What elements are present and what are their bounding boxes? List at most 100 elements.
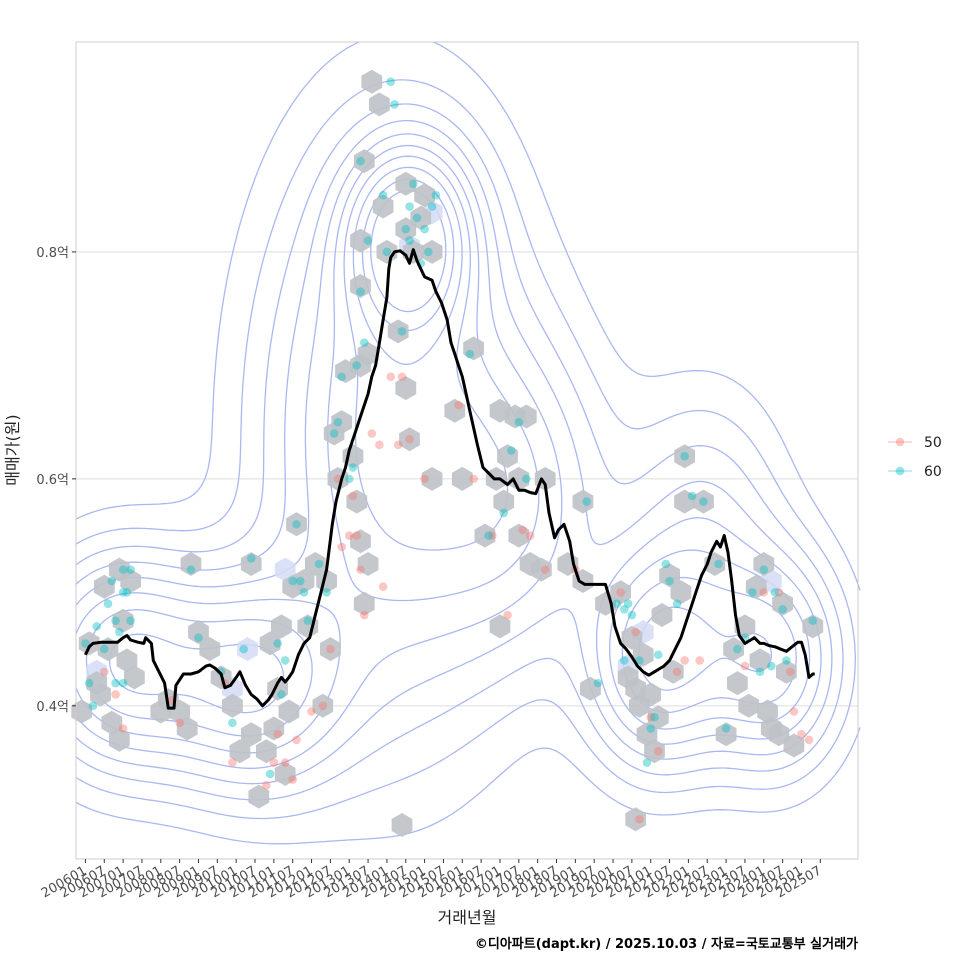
point-series-60 — [721, 724, 731, 733]
hexbin — [395, 171, 417, 196]
hexbin — [651, 603, 673, 627]
hexbin — [180, 552, 202, 576]
point-series-50 — [344, 531, 354, 540]
point-series-50 — [759, 588, 769, 597]
point-series-60 — [431, 190, 441, 200]
hexbin — [493, 489, 515, 514]
point-series-50 — [99, 667, 109, 677]
hexbin — [240, 552, 262, 576]
point-series-60 — [484, 531, 493, 540]
hexbin — [112, 608, 134, 633]
point-series-60 — [680, 451, 689, 461]
point-series-60 — [246, 553, 256, 563]
point-series-60 — [642, 758, 652, 767]
point-series-60 — [126, 616, 135, 626]
hexbin — [421, 239, 443, 264]
point-series-60 — [115, 627, 124, 637]
point-series-50 — [540, 565, 550, 574]
hexbin — [353, 149, 375, 174]
point-series-60 — [778, 605, 787, 614]
point-series-50 — [774, 588, 784, 597]
hexbin — [229, 739, 251, 764]
point-series-60 — [103, 599, 113, 608]
hexbin — [176, 716, 198, 741]
point-series-60 — [329, 429, 339, 438]
point-series-50 — [318, 701, 328, 711]
hexbin — [421, 466, 443, 491]
point-series-50 — [175, 718, 184, 728]
hexbin — [293, 569, 315, 593]
hexbin-light — [237, 637, 258, 662]
point-series-60 — [627, 610, 637, 620]
point-series-50 — [454, 400, 463, 410]
point-series-50 — [393, 440, 403, 450]
chart-caption: ©디아파트(dapt.kr) / 2025.10.03 / 자료=국토교통부 실… — [475, 936, 858, 952]
trend-line — [84, 248, 815, 710]
hexbin — [346, 489, 368, 514]
point-series-60 — [352, 361, 362, 370]
hexbin — [259, 631, 281, 656]
hexbin — [508, 466, 530, 491]
hexbin — [199, 637, 221, 662]
point-series-60 — [635, 656, 644, 665]
point-series-60 — [514, 417, 524, 427]
legend-item-50: 50 — [888, 435, 942, 451]
point-series-60 — [107, 576, 117, 586]
y-axis-title: 매매가(원) — [3, 414, 22, 485]
hexbin — [745, 574, 767, 599]
hexbin — [670, 580, 692, 605]
hexbin — [647, 705, 669, 730]
point-series-60 — [382, 247, 392, 257]
y-axis: 0.4억 0.6억 0.8억 — [36, 246, 76, 715]
point-series-60 — [665, 576, 674, 586]
point-series-60 — [653, 650, 663, 660]
point-series-60 — [808, 616, 818, 626]
point-series-50 — [273, 729, 282, 739]
hexbin — [240, 722, 262, 747]
point-series-60 — [81, 639, 90, 648]
hexbin — [414, 183, 435, 208]
point-series-60 — [99, 644, 109, 654]
point-series-50 — [488, 531, 497, 540]
hexbin — [350, 529, 371, 554]
hexbin — [659, 563, 680, 588]
point-series-60 — [126, 565, 135, 574]
point-series-60 — [122, 588, 132, 597]
point-series-50 — [631, 627, 640, 637]
hexbin — [516, 404, 537, 429]
point-series-60 — [111, 616, 120, 626]
hexbin — [497, 444, 518, 469]
hexbin — [489, 614, 511, 639]
hexbin — [286, 512, 307, 537]
point-series-50 — [307, 707, 316, 716]
hexbin-light — [274, 557, 296, 582]
point-series-60 — [420, 224, 429, 234]
hexbin-layer — [71, 69, 824, 837]
point-series-60 — [672, 599, 682, 608]
point-series-50 — [420, 474, 429, 484]
point-series-50 — [503, 610, 512, 620]
plot-panel-border — [75, 41, 859, 860]
point-series-60 — [623, 599, 633, 608]
y-tick-label: 0.4억 — [36, 700, 69, 715]
point-series-60 — [299, 588, 309, 597]
hexbin — [108, 727, 130, 752]
point-series-50 — [653, 746, 663, 756]
point-series-50 — [680, 656, 689, 665]
point-series-60 — [593, 678, 603, 688]
point-series-50 — [386, 372, 395, 382]
hexbin — [93, 574, 115, 599]
hexbin — [636, 722, 658, 747]
hexbin — [120, 569, 141, 593]
point-series-50 — [280, 758, 290, 767]
legend: 50 60 — [888, 435, 942, 480]
hexbin — [610, 580, 631, 605]
point-series-60 — [661, 559, 671, 569]
hexbin — [248, 784, 270, 809]
point-series-50 — [360, 610, 369, 620]
point-series-60 — [314, 559, 324, 569]
point-series-60 — [344, 474, 354, 484]
point-series-50 — [804, 735, 814, 745]
hexbin — [222, 693, 243, 718]
hexbin — [372, 194, 394, 219]
